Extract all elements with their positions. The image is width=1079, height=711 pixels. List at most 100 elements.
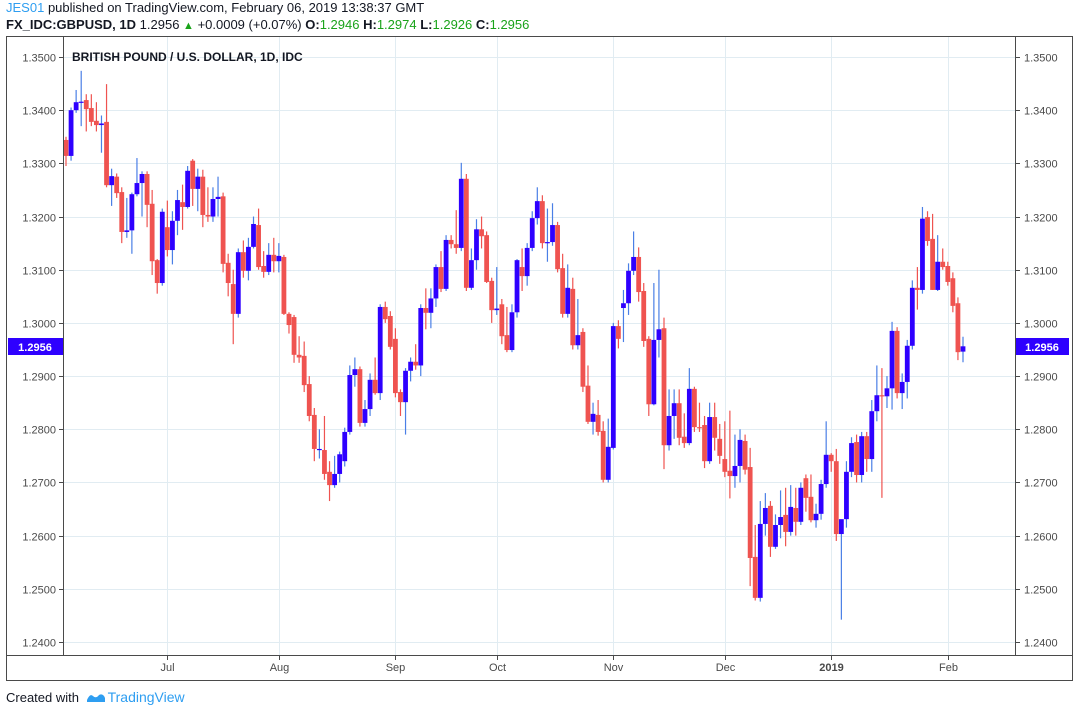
candle-down: [768, 501, 773, 557]
x-tick-label: 2019: [819, 662, 843, 674]
candle-body: [773, 525, 778, 547]
candle-body: [727, 470, 733, 477]
candle-body: [529, 218, 535, 248]
candle-body: [909, 287, 915, 346]
candle-down: [448, 235, 454, 249]
x-tick-label: Oct: [489, 662, 506, 674]
candle-body: [838, 519, 844, 535]
candle-up: [235, 248, 241, 318]
candle-body: [68, 110, 74, 156]
candle-up: [170, 211, 175, 265]
candle-down: [945, 261, 951, 286]
candle-up: [514, 259, 520, 318]
candle-up: [428, 288, 434, 329]
candle-body: [945, 266, 951, 282]
candle-body: [762, 507, 768, 524]
candle-down: [423, 288, 429, 330]
candle-up: [139, 171, 145, 217]
candle-body: [844, 471, 849, 520]
right-y-tick-label: 1.3000: [1024, 319, 1058, 331]
x-tick-label: Nov: [604, 662, 624, 674]
candle-body: [504, 335, 510, 351]
candle-body: [935, 261, 941, 290]
candle-up: [935, 235, 941, 291]
candle-body: [347, 375, 353, 432]
candle-down: [864, 431, 870, 472]
candle-body: [63, 139, 69, 156]
open-label: O:: [305, 17, 320, 32]
candle-body: [109, 176, 115, 186]
candle-up: [175, 189, 180, 236]
candle-body: [828, 454, 834, 462]
footer: Created with TradingView: [6, 689, 185, 708]
candle-down: [914, 267, 920, 310]
candle-body: [453, 244, 459, 248]
left-price-text: 1.2956: [18, 342, 52, 354]
candle-body: [686, 388, 692, 444]
candle-up: [732, 434, 738, 488]
candle-up: [656, 269, 662, 358]
candle-down: [681, 413, 687, 448]
candle-up: [626, 263, 631, 315]
candle-down: [580, 328, 586, 393]
grid: [64, 37, 1015, 655]
candle-body: [874, 395, 880, 412]
candle-body: [565, 287, 571, 314]
low-value: 1.2926: [432, 17, 473, 32]
candle-up: [621, 289, 626, 343]
right-y-tick-label: 1.2600: [1024, 532, 1058, 544]
candle-up: [195, 168, 201, 212]
candle-up: [757, 501, 763, 602]
candle-up: [109, 168, 115, 206]
candle-body: [955, 303, 961, 353]
candle-body: [104, 121, 109, 186]
candle-down: [104, 84, 109, 188]
candle-body: [702, 425, 707, 462]
candle-body: [316, 448, 322, 451]
left-y-tick-label: 1.2700: [22, 478, 56, 490]
tradingview-link[interactable]: TradingView: [107, 689, 185, 705]
author-link[interactable]: JES01: [6, 0, 45, 15]
close-value: 1.2956: [489, 17, 530, 32]
candle-down: [271, 237, 277, 273]
candle-down: [940, 248, 946, 270]
candle-down: [585, 365, 591, 424]
candle-down: [702, 415, 707, 469]
candle-body: [164, 227, 170, 251]
candle-body: [509, 312, 515, 351]
candle-up: [347, 365, 353, 435]
candle-down: [220, 192, 226, 273]
candle-up: [408, 357, 414, 382]
candle-body: [646, 338, 652, 405]
candle-down: [393, 328, 398, 398]
candle-down: [413, 344, 419, 370]
candle-down: [261, 251, 267, 278]
candle-body: [306, 384, 312, 416]
candle-body: [707, 417, 713, 462]
candle-body: [580, 331, 586, 387]
candle-up: [215, 176, 221, 217]
publish-info: JES01 published on TradingView.com, Febr…: [6, 0, 424, 16]
candle-body: [251, 223, 256, 247]
candle-down: [925, 211, 930, 246]
candle-body: [854, 442, 859, 476]
candle-body: [281, 256, 287, 314]
candle-down: [717, 423, 723, 464]
candle-body: [469, 260, 474, 288]
candle-body: [276, 255, 282, 262]
candle-down: [641, 283, 647, 347]
candle-up: [737, 429, 743, 483]
candle-body: [788, 506, 794, 532]
candle-body: [382, 306, 388, 320]
candle-body: [570, 288, 576, 346]
candle-up: [337, 451, 343, 483]
candle-body: [494, 308, 500, 311]
candle-up: [246, 237, 251, 281]
candle-down: [164, 200, 170, 257]
candle-body: [94, 120, 99, 126]
candle-up: [869, 400, 875, 472]
left-y-tick-label: 1.3000: [22, 319, 56, 331]
candle-down: [833, 448, 839, 541]
candle-body: [813, 513, 819, 521]
